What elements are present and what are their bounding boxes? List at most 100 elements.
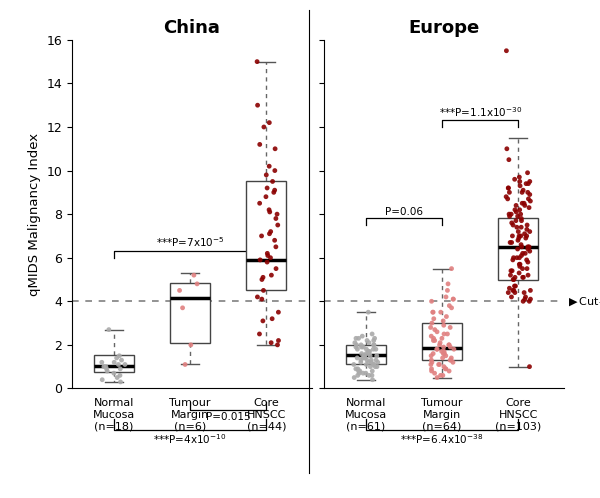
Point: [353, 365, 362, 373]
Point: [254, 330, 264, 338]
Point: [505, 239, 515, 247]
Text: ***P=6.4x10$^{-38}$: ***P=6.4x10$^{-38}$: [400, 432, 484, 446]
Point: [439, 330, 449, 338]
Point: [502, 193, 511, 201]
Point: [511, 208, 521, 216]
Point: [524, 297, 534, 305]
Point: [505, 284, 514, 292]
Point: [359, 352, 369, 360]
Point: [522, 226, 532, 234]
Point: [520, 289, 529, 297]
Point: [523, 271, 533, 279]
Point: [354, 334, 364, 342]
Point: [524, 195, 533, 203]
Point: [439, 350, 448, 358]
Text: ***P=7x10$^{-5}$: ***P=7x10$^{-5}$: [156, 236, 224, 249]
Point: [427, 359, 437, 367]
Point: [520, 295, 530, 303]
Point: [523, 169, 532, 177]
Point: [371, 345, 380, 353]
Point: [509, 275, 519, 283]
Point: [520, 201, 530, 209]
Point: [356, 359, 365, 367]
Point: [262, 184, 272, 192]
Point: [354, 367, 364, 375]
Point: [506, 267, 516, 275]
Point: [368, 345, 378, 353]
Point: [427, 332, 436, 340]
Point: [270, 236, 280, 244]
Point: [518, 273, 527, 281]
Point: [505, 188, 514, 196]
Point: [427, 356, 436, 364]
Point: [426, 361, 436, 369]
Point: [364, 372, 374, 379]
Point: [517, 199, 527, 207]
Point: [513, 245, 523, 253]
Point: [361, 369, 371, 377]
Point: [269, 188, 278, 196]
Point: [426, 324, 436, 332]
Point: [115, 365, 125, 373]
Point: [264, 206, 274, 214]
Point: [272, 210, 282, 218]
Point: [519, 199, 529, 207]
Point: [262, 258, 272, 266]
Point: [274, 308, 283, 316]
Point: [524, 180, 533, 188]
Point: [508, 256, 518, 264]
Point: [517, 243, 527, 251]
Point: [518, 297, 528, 305]
Point: [271, 145, 280, 153]
Point: [257, 232, 266, 240]
Point: [258, 317, 268, 325]
Point: [103, 367, 112, 375]
Point: [362, 356, 372, 364]
Point: [356, 341, 366, 349]
Point: [427, 352, 436, 360]
Point: [515, 254, 524, 262]
Point: [349, 374, 359, 381]
Point: [259, 123, 269, 131]
Point: [511, 282, 520, 290]
Point: [438, 354, 448, 362]
Point: [253, 293, 262, 301]
Point: [368, 375, 377, 383]
Point: [518, 249, 527, 257]
Point: [266, 339, 276, 347]
Point: [253, 101, 262, 109]
Point: [367, 372, 377, 379]
Point: [101, 363, 110, 371]
Point: [364, 348, 373, 356]
Point: [502, 47, 511, 55]
Bar: [170, 283, 210, 343]
Point: [504, 210, 514, 218]
Point: [360, 354, 370, 362]
Point: [427, 365, 436, 373]
Point: [353, 345, 362, 353]
Point: [441, 365, 451, 373]
Point: [102, 365, 112, 373]
Point: [508, 221, 518, 229]
Point: [355, 367, 365, 375]
Point: [526, 295, 535, 303]
Point: [506, 293, 516, 301]
Point: [510, 175, 520, 183]
Point: [443, 330, 452, 338]
Point: [433, 345, 442, 353]
Point: [273, 341, 283, 349]
Point: [427, 319, 437, 327]
Point: [255, 199, 265, 207]
Point: [273, 221, 283, 229]
Point: [428, 308, 438, 316]
Bar: [422, 323, 462, 360]
Point: [522, 232, 532, 240]
Point: [525, 228, 535, 236]
Point: [358, 343, 368, 351]
Point: [523, 245, 533, 253]
Point: [355, 369, 364, 377]
Point: [352, 354, 362, 362]
Point: [444, 341, 454, 349]
Point: [352, 341, 361, 349]
Point: [515, 177, 524, 185]
